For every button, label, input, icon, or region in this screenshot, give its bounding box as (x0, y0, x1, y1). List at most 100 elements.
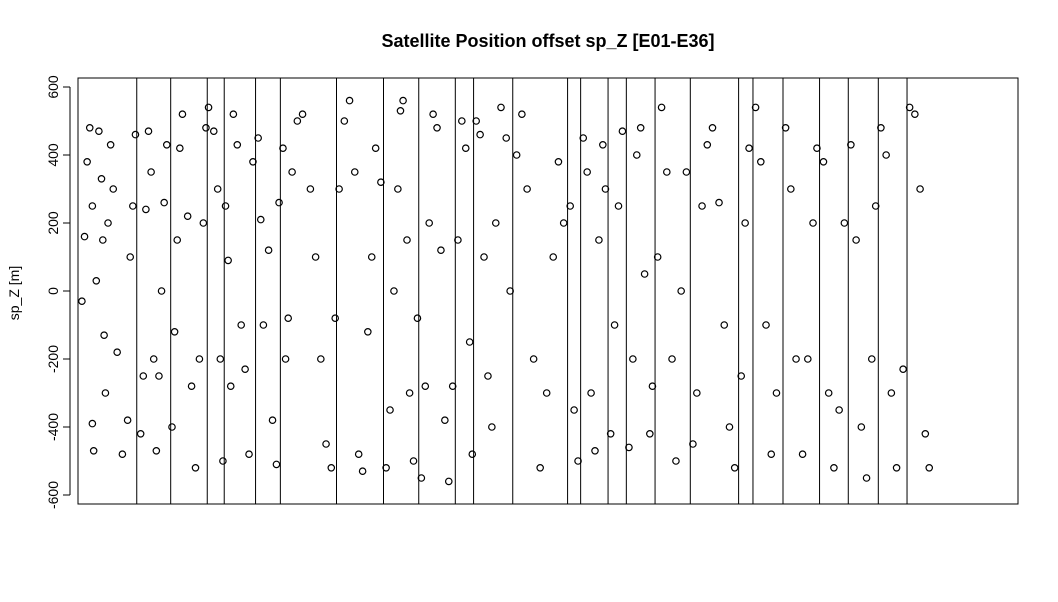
data-point (95, 127, 103, 136)
data-point (256, 215, 265, 224)
data-point (480, 253, 488, 261)
data-point (237, 321, 245, 329)
data-point (437, 246, 445, 255)
data-point (476, 130, 484, 139)
data-point (264, 246, 273, 255)
data-point (364, 327, 372, 336)
data-point (523, 185, 531, 193)
data-point (268, 416, 277, 425)
data-point (648, 382, 657, 391)
data-point (737, 372, 746, 380)
data-point (139, 372, 148, 380)
data-point (241, 365, 249, 374)
data-point (322, 440, 330, 448)
data-point (191, 463, 200, 472)
data-point (129, 202, 137, 210)
data-point (689, 440, 697, 448)
data-point (618, 127, 627, 136)
data-point (99, 236, 107, 244)
data-point (536, 463, 544, 472)
data-point (809, 219, 817, 227)
data-point (441, 416, 449, 425)
data-point (298, 110, 307, 119)
data-point (830, 463, 838, 472)
data-point (787, 185, 795, 193)
data-point (183, 212, 192, 221)
data-point (698, 202, 706, 210)
data-point (757, 158, 765, 166)
y-axis-label: sp_Z [m] (6, 266, 22, 320)
data-point (80, 232, 89, 241)
data-point (306, 185, 315, 193)
data-point (113, 348, 121, 357)
data-point (465, 338, 474, 346)
data-point (867, 355, 876, 363)
data-point (382, 463, 390, 472)
y-tick-label: 400 (45, 143, 61, 167)
data-point (887, 389, 896, 397)
data-point (394, 185, 402, 193)
data-point (224, 256, 232, 265)
y-tick-label: -600 (45, 481, 61, 509)
data-point (871, 202, 880, 210)
data-point (249, 158, 257, 166)
data-point (226, 382, 235, 391)
data-point (149, 355, 158, 363)
data-point (157, 287, 166, 295)
data-point (272, 460, 281, 469)
data-point (606, 429, 615, 438)
data-point (178, 110, 187, 119)
data-point (804, 355, 812, 363)
data-point (653, 253, 662, 261)
data-point (345, 96, 354, 105)
data-point (275, 198, 283, 207)
data-point (162, 141, 171, 149)
data-point (518, 110, 526, 119)
data-point (542, 389, 551, 397)
data-point (311, 253, 320, 261)
data-point (354, 450, 363, 459)
data-point (317, 355, 325, 363)
data-point (629, 355, 637, 363)
data-point (396, 107, 405, 115)
data-point (840, 219, 849, 227)
data-point (781, 124, 790, 132)
data-point (461, 144, 470, 153)
data-point (899, 365, 907, 374)
data-point (279, 144, 287, 153)
data-point (350, 168, 359, 176)
data-point (219, 457, 227, 465)
data-point (106, 141, 115, 149)
data-point (566, 202, 574, 210)
data-point (88, 202, 97, 210)
data-point (730, 463, 739, 472)
data-point (109, 185, 118, 193)
data-point (720, 321, 729, 329)
data-point (340, 117, 349, 125)
data-point (152, 446, 161, 455)
y-axis: -600 -400 -200 0 200 400 600 (45, 75, 71, 509)
data-point (672, 457, 680, 465)
data-point (882, 151, 890, 159)
data-point (745, 144, 753, 153)
data-point (502, 134, 511, 142)
data-point (229, 110, 238, 119)
y-tick-label: -200 (45, 345, 61, 373)
data-point (144, 127, 153, 136)
data-point (772, 389, 781, 397)
data-point (632, 151, 641, 159)
data-point (433, 124, 441, 132)
data-point (92, 276, 101, 285)
data-point (187, 382, 196, 391)
data-point (254, 134, 262, 142)
data-point (529, 355, 538, 363)
data-point (835, 406, 843, 414)
data-point (371, 144, 380, 153)
data-point (131, 130, 140, 139)
data-point (377, 178, 385, 187)
data-point (682, 168, 691, 176)
data-point (570, 406, 578, 414)
data-point (209, 127, 218, 136)
data-point (123, 416, 132, 425)
